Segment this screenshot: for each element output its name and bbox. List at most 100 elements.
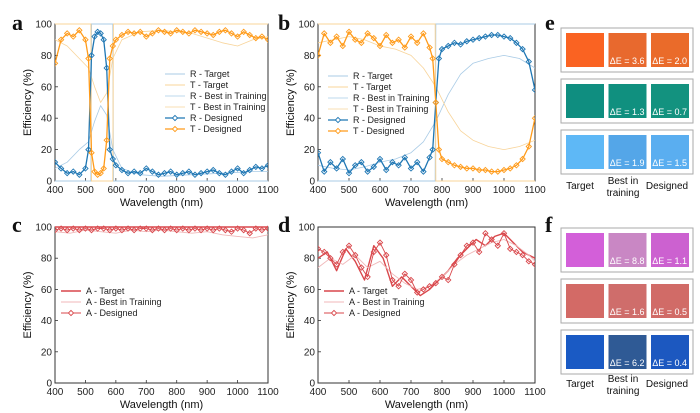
data-point-marker [209, 31, 217, 39]
data-point-marker [57, 36, 65, 43]
y-tick-label: 60 [41, 285, 53, 296]
data-point-marker [197, 169, 205, 177]
data-point-marker [76, 27, 83, 34]
data-point-marker [345, 242, 353, 249]
data-point-marker [407, 165, 415, 172]
col-label-best-line2: training [607, 386, 640, 397]
col-label-best: Best in [608, 374, 639, 385]
data-point-marker [63, 169, 71, 177]
data-point-marker [124, 169, 132, 177]
data-point-marker [500, 166, 508, 174]
data-point-marker [252, 225, 260, 232]
y-tick-label: 40 [41, 316, 53, 327]
legend-label: A - Designed [349, 308, 401, 318]
data-point-marker [112, 162, 120, 169]
data-point-marker [179, 225, 187, 232]
data-point-marker [395, 162, 402, 169]
y-axis-label: Efficiency (%) [22, 69, 34, 136]
y-tick-label: 80 [304, 254, 316, 265]
data-point-marker [222, 27, 229, 34]
data-point-marker [513, 39, 520, 47]
data-point-marker [401, 270, 409, 278]
data-point-marker [136, 28, 144, 36]
data-point-marker [364, 273, 371, 281]
data-point-marker [382, 166, 390, 174]
data-point-marker [191, 27, 199, 34]
col-label-target: Target [566, 181, 594, 192]
target-swatch [566, 135, 604, 169]
designed-swatch [651, 335, 689, 369]
y-axis-label: Efficiency (%) [285, 69, 297, 136]
data-point-marker [339, 248, 347, 256]
data-point-marker [327, 39, 334, 47]
data-point-marker [167, 30, 174, 37]
delta-e-best: ΔE = 6.2 [610, 358, 645, 368]
data-point-marker [420, 286, 427, 293]
data-point-marker [97, 169, 104, 177]
data-point-marker [228, 168, 235, 175]
panel-letter-a: a [12, 10, 23, 35]
swatch-row: ΔE = 1.6 ΔE = 0.5 [560, 278, 694, 324]
data-point-marker [376, 239, 384, 246]
y-axis-label: Efficiency (%) [285, 271, 297, 338]
series-r-target [55, 23, 268, 182]
data-point-marker [401, 154, 409, 161]
delta-e-designed: ΔE = 0.4 [652, 358, 687, 368]
data-point-marker [228, 228, 235, 235]
target-swatch [566, 335, 604, 369]
x-axis-label: Wavelength (nm) [385, 197, 468, 209]
data-point-marker [149, 168, 156, 175]
data-point-marker [413, 158, 421, 166]
x-tick-label: 1100 [524, 185, 546, 196]
data-point-marker [320, 248, 328, 256]
y-tick-label: 40 [41, 114, 53, 125]
y-tick-label: 100 [35, 20, 52, 31]
data-point-marker [506, 34, 514, 42]
data-point-marker [109, 42, 117, 50]
legend-marker [334, 127, 342, 135]
x-tick-label: 1000 [493, 185, 516, 196]
panel-f: f ΔE = 8.8 ΔE = 1.1 ΔE = 1.6 ΔE = 0.5 ΔE = 6.… [545, 212, 694, 397]
data-point-marker [63, 30, 71, 37]
y-tick-label: 20 [304, 145, 316, 156]
data-point-marker [97, 30, 104, 37]
panel-letter-d: d [278, 212, 290, 237]
designed-swatch [651, 135, 689, 169]
data-point-marker [339, 155, 347, 163]
panel-letter-b: b [278, 10, 290, 35]
x-tick-label: 400 [310, 185, 327, 196]
data-point-marker [413, 39, 421, 47]
data-point-marker [438, 45, 446, 53]
legend-label: T - Target [190, 80, 229, 90]
data-point-marker [451, 39, 458, 47]
x-tick-label: 900 [199, 387, 216, 398]
legend-label: A - Target [349, 286, 388, 296]
data-point-marker [475, 248, 483, 256]
legend-label: T - Designed [190, 124, 241, 134]
data-point-marker [100, 165, 107, 172]
legend-label: R - Designed [353, 115, 406, 125]
data-point-marker [240, 28, 247, 36]
data-point-marker [167, 225, 174, 232]
data-point-marker [358, 264, 365, 271]
data-point-marker [228, 30, 235, 37]
delta-e-designed: ΔE = 1.5 [652, 158, 687, 168]
data-point-marker [519, 251, 526, 259]
data-point-marker [94, 28, 101, 36]
panel-a: a 400 500 600 700 800 900 1000 1100 0 20 40 60 80 100 W… [12, 10, 279, 209]
data-point-marker [82, 225, 89, 232]
data-point-marker [252, 163, 260, 171]
data-point-marker [426, 283, 433, 290]
y-tick-label: 100 [35, 223, 52, 234]
data-point-marker [136, 225, 144, 232]
data-point-marker [112, 225, 120, 232]
swatch-row: ΔE = 3.6 ΔE = 2.0 [560, 27, 694, 73]
swatch-row: ΔE = 6.2 ΔE = 0.4 [560, 329, 694, 375]
data-point-marker [482, 33, 489, 40]
best-swatch [608, 284, 647, 318]
panel-e: eΔE = 3.6 ΔE = 2.0ΔE = 1.3 ΔE = 0.7ΔE = 1.… [545, 10, 694, 199]
data-point-marker [185, 168, 193, 175]
data-point-marker [488, 168, 495, 175]
data-point-marker [258, 33, 266, 40]
